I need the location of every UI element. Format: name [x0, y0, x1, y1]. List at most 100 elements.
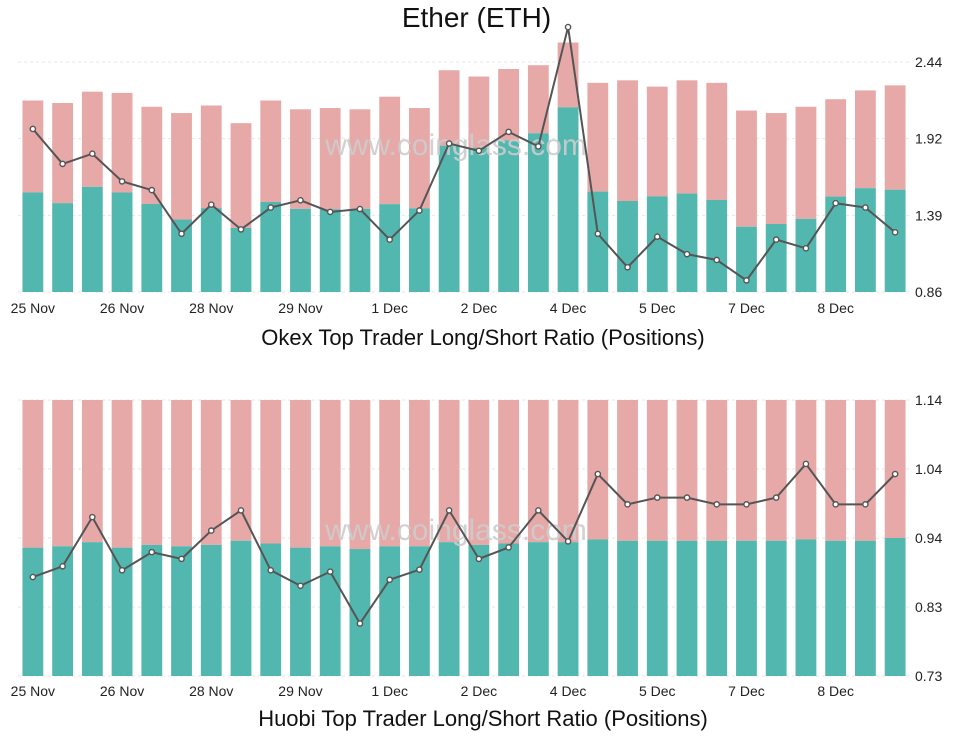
- huobi-short-bar: [81, 400, 103, 543]
- okex-ratio-point: [326, 208, 334, 216]
- huobi-long-bar: [646, 540, 668, 676]
- okex-y-tick-label: 2.44: [915, 54, 942, 70]
- okex-x-tick-label: 5 Dec: [639, 300, 676, 316]
- huobi-ratio-point: [29, 573, 37, 581]
- huobi-y-tick-label: 1.04: [915, 461, 942, 477]
- huobi-short-bar: [379, 400, 401, 547]
- okex-x-tick-label: 4 Dec: [550, 300, 587, 316]
- okex-ratio-line: [32, 26, 896, 282]
- huobi-short-bar: [706, 400, 728, 541]
- huobi-long-bar: [468, 544, 490, 676]
- huobi-chart-svg: www.coinglass.com1.141.040.940.830.7325 …: [11, 392, 943, 731]
- okex-x-tick-label: 1 Dec: [371, 300, 408, 316]
- huobi-ratio-point: [297, 582, 304, 590]
- huobi-short-bar: [617, 400, 638, 541]
- okex-long-bar: [200, 208, 222, 292]
- okex-ratio-point: [445, 140, 453, 147]
- okex-ratio-point: [89, 150, 96, 158]
- okex-ratio-point: [564, 23, 572, 31]
- chart-title: Ether (ETH): [401, 2, 552, 33]
- huobi-ratio-point: [475, 555, 483, 563]
- okex-ratio-point: [743, 277, 750, 284]
- huobi-long-bar: [825, 540, 847, 676]
- okex-long-bar: [171, 219, 192, 292]
- okex-long-bar: [468, 147, 490, 292]
- huobi-ratio-point: [624, 501, 631, 508]
- okex-ratio-point: [505, 128, 512, 136]
- okex-short-bar: [706, 82, 728, 200]
- okex-short-bar: [81, 91, 103, 187]
- okex-ratio-point: [475, 147, 483, 155]
- okex-long-bar: [52, 203, 74, 292]
- huobi-x-tick-label: 5 Dec: [639, 683, 676, 699]
- okex-long-bar: [587, 191, 609, 292]
- okex-long-bar: [854, 188, 876, 292]
- huobi-ratio-point: [713, 501, 721, 508]
- huobi-ratio-point: [445, 507, 453, 514]
- okex-short-bar: [587, 82, 609, 192]
- okex-long-bar: [81, 186, 103, 292]
- okex-ratio-point: [148, 186, 156, 194]
- huobi-short-bar: [468, 400, 490, 545]
- huobi-ratio-point: [772, 494, 780, 501]
- huobi-ratio-point: [237, 507, 245, 514]
- okex-ratio-chart: www.coinglass.com 2.44 1.92 1.39 0.86 25 Nov 2…: [0, 0, 953, 360]
- okex-long-bar: [795, 218, 817, 292]
- huobi-ratio-point: [802, 460, 810, 468]
- huobi-long-bar: [438, 542, 460, 676]
- okex-x-tick-label: 29 Nov: [278, 300, 322, 316]
- huobi-short-bar: [825, 400, 847, 541]
- huobi-ratio-point: [267, 567, 275, 574]
- huobi-long-bar: [676, 540, 698, 676]
- huobi-ratio-point: [118, 567, 126, 574]
- okex-ratio-point: [713, 256, 721, 264]
- okex-short-bar: [736, 110, 757, 227]
- okex-long-bar: [319, 209, 341, 292]
- okex-ratio-point: [683, 250, 691, 258]
- okex-ratio-point: [653, 233, 661, 240]
- huobi-long-bar: [854, 540, 876, 676]
- huobi-chart-subtitle: Huobi Top Trader Long/Short Ratio (Posit…: [258, 706, 708, 731]
- huobi-short-bar: [290, 400, 311, 548]
- okex-x-tick-label: 8 Dec: [817, 300, 854, 316]
- huobi-long-bar: [884, 538, 906, 676]
- huobi-ratio-point: [386, 576, 393, 584]
- huobi-short-bar: [349, 400, 371, 550]
- huobi-short-bar: [200, 400, 222, 545]
- huobi-x-tick-label: 29 Nov: [278, 683, 322, 699]
- huobi-long-bar: [200, 544, 222, 676]
- okex-short-bar: [498, 68, 520, 141]
- okex-short-bar: [527, 65, 549, 134]
- okex-ratio-point: [59, 160, 66, 168]
- okex-long-bar: [884, 189, 906, 292]
- huobi-long-bar: [81, 542, 103, 676]
- huobi-ratio-point: [564, 538, 572, 545]
- okex-ratio-point: [594, 230, 602, 238]
- huobi-y-tick-label: 0.83: [915, 599, 942, 615]
- huobi-long-bar: [260, 543, 282, 676]
- okex-long-bar: [527, 133, 549, 292]
- huobi-ratio-point: [148, 548, 156, 556]
- huobi-short-bar: [557, 400, 579, 543]
- huobi-short-bar: [260, 400, 282, 544]
- huobi-short-bar: [646, 400, 668, 541]
- huobi-ratio-point: [505, 544, 512, 551]
- huobi-long-bar: [706, 540, 728, 676]
- huobi-x-tick-label: 4 Dec: [550, 683, 587, 699]
- huobi-short-bar: [230, 400, 252, 541]
- okex-y-tick-label: 0.86: [915, 284, 942, 300]
- huobi-x-tick-label: 26 Nov: [100, 683, 144, 699]
- huobi-short-bar: [171, 400, 192, 547]
- okex-ratio-point: [267, 204, 275, 211]
- okex-ratio-point: [29, 125, 37, 133]
- huobi-ratio-point: [59, 562, 66, 570]
- okex-ratio-point: [624, 263, 631, 271]
- okex-short-bar: [319, 108, 341, 210]
- okex-short-bar: [408, 108, 430, 209]
- huobi-short-bar: [438, 400, 460, 543]
- okex-ratio-point: [416, 207, 423, 214]
- huobi-ratio-point: [356, 620, 364, 627]
- huobi-short-bar: [884, 400, 906, 538]
- huobi-ratio-point: [535, 507, 542, 514]
